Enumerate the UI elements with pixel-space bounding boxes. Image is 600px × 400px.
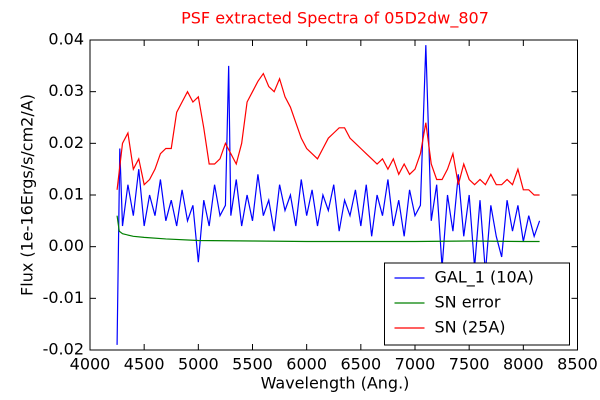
x-tick-label: 8500 xyxy=(557,355,598,374)
y-tick-label: 0.02 xyxy=(48,133,84,152)
x-tick-label: 7000 xyxy=(395,355,436,374)
x-tick-label: 4000 xyxy=(70,355,111,374)
y-tick-label: 0.01 xyxy=(48,185,84,204)
y-tick-label: 0.03 xyxy=(48,81,84,100)
series-line xyxy=(116,72,540,196)
chart-title: PSF extracted Spectra of 05D2dw_807 xyxy=(181,9,489,29)
series-line xyxy=(116,215,540,243)
y-tick-label: 0.00 xyxy=(48,236,84,255)
y-tick-label: 0.04 xyxy=(48,30,84,49)
x-tick-label: 6500 xyxy=(340,355,381,374)
x-tick-label: 5500 xyxy=(232,355,273,374)
legend-label: GAL_1 (10A) xyxy=(435,268,534,288)
y-axis-label: Flux (1e-16Ergs/s/cm2/A) xyxy=(18,94,37,296)
legend-label: SN (25A) xyxy=(435,318,506,337)
x-axis-label: Wavelength (Ang.) xyxy=(261,374,410,393)
y-tick-label: -0.01 xyxy=(43,288,84,307)
x-tick-label: 4500 xyxy=(124,355,165,374)
x-tick-label: 8000 xyxy=(503,355,544,374)
x-tick-label: 7500 xyxy=(449,355,490,374)
legend-label: SN error xyxy=(435,293,501,312)
y-tick-label: -0.02 xyxy=(43,340,84,359)
x-tick-label: 6000 xyxy=(286,355,327,374)
series-line xyxy=(116,45,541,345)
x-tick-label: 5000 xyxy=(178,355,219,374)
legend-box xyxy=(384,262,570,346)
plot-frame xyxy=(89,39,578,351)
